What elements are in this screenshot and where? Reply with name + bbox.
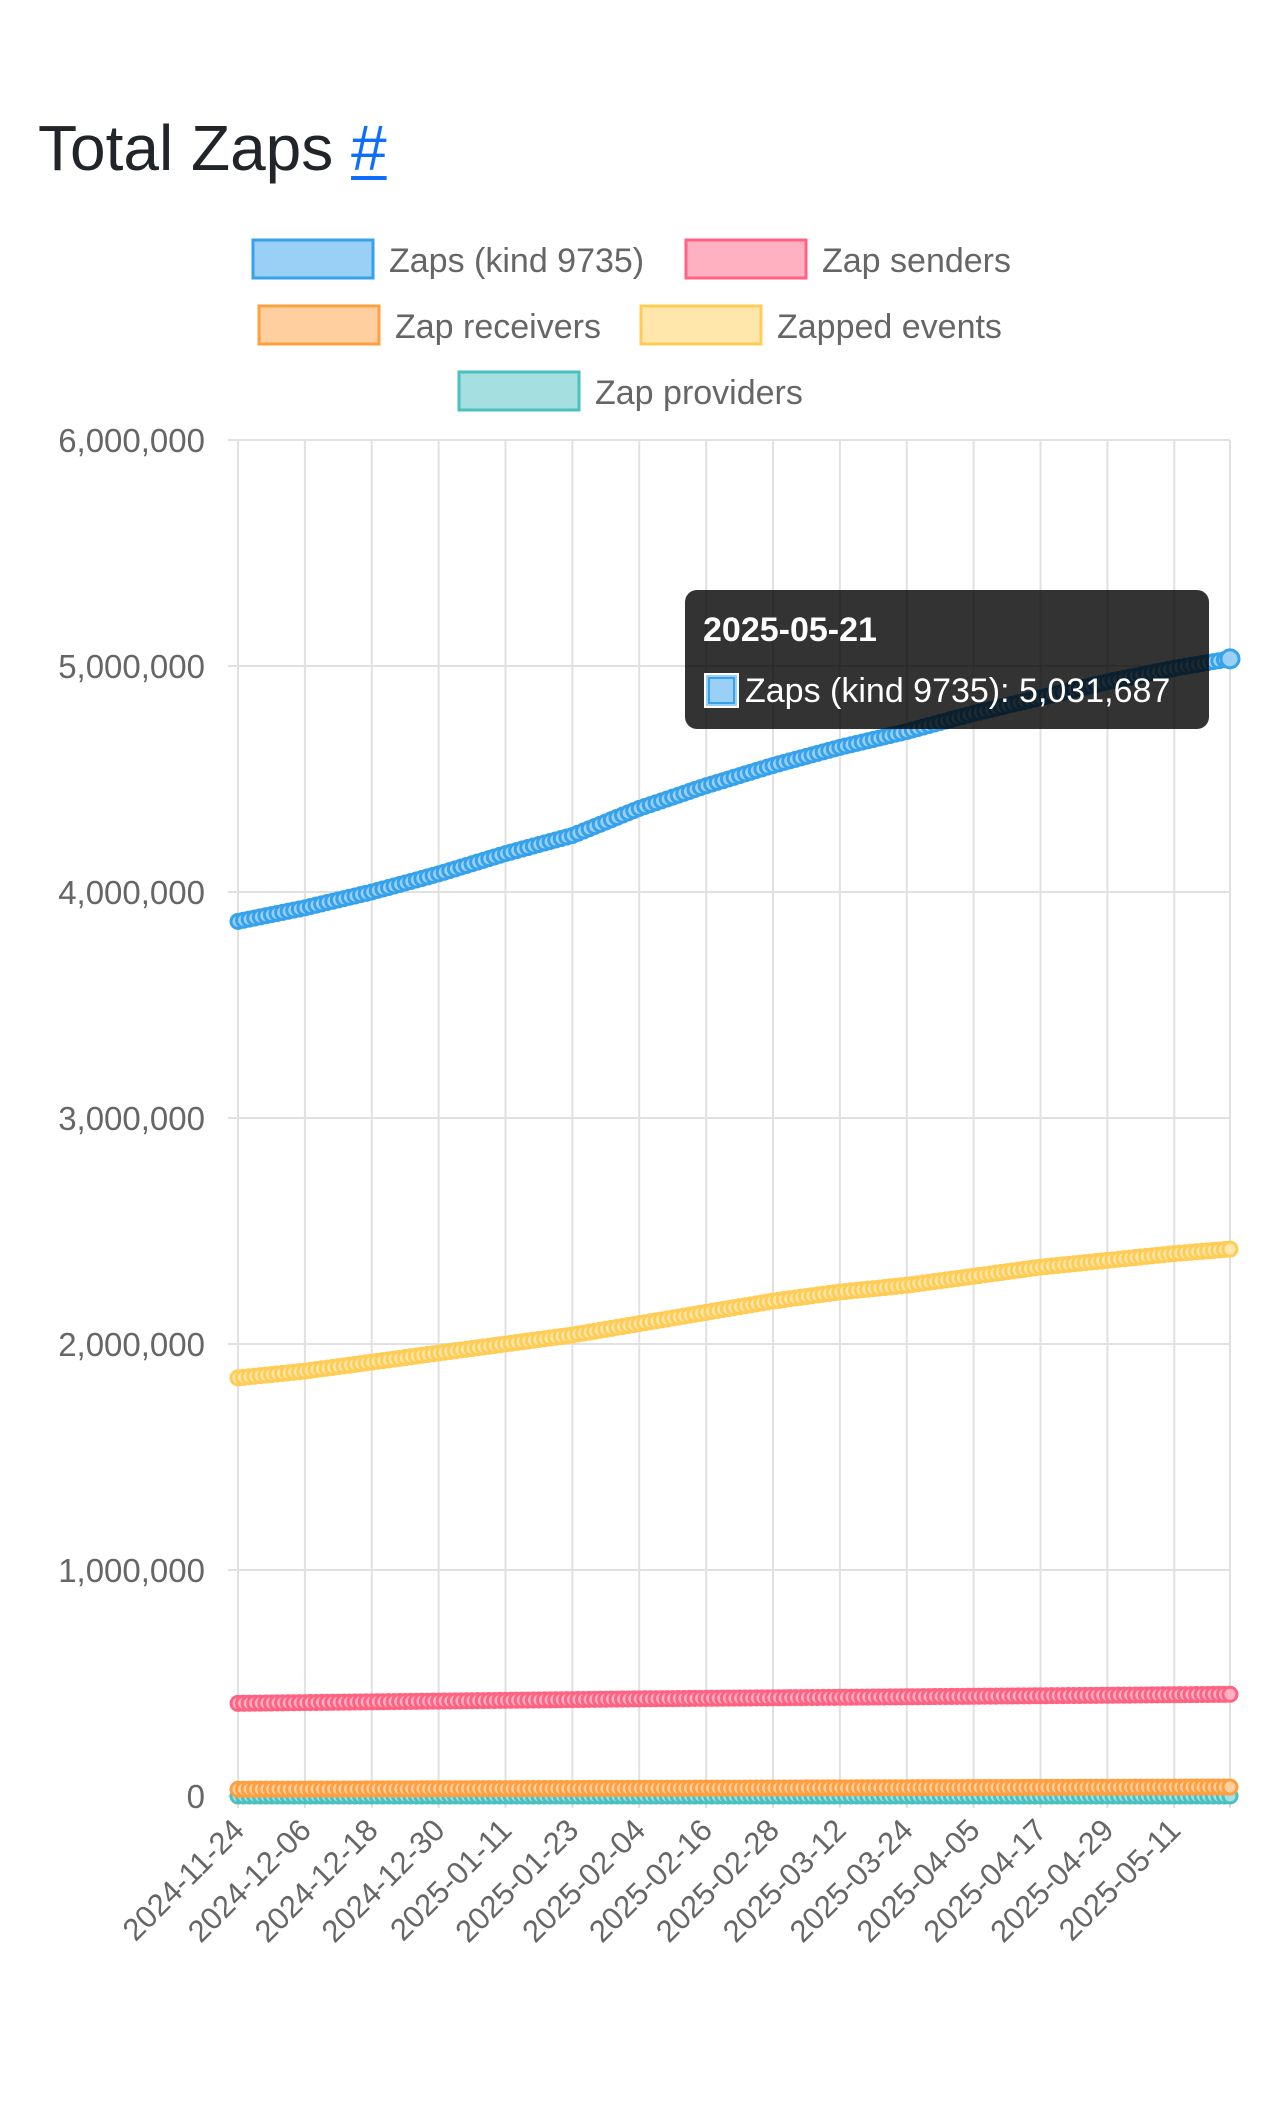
tooltip-separator: :: [1000, 672, 1019, 710]
y-tick-label: 6,000,000: [58, 422, 205, 459]
chart-legend[interactable]: Zaps (kind 9735) Zap senders Zap receivers…: [251, 238, 1011, 412]
legend-swatch: [684, 238, 808, 280]
data-point[interactable]: [1221, 1685, 1239, 1703]
legend-label: Zapped events: [777, 308, 1002, 346]
chart-series: [229, 648, 1241, 1805]
y-tick-label: 4,000,000: [58, 874, 205, 911]
series-zapped-events: [229, 1240, 1239, 1387]
chart-tooltip: 2025-05-21 Zaps (kind 9735): 5,031,687: [685, 590, 1209, 729]
legend-label: Zap senders: [822, 242, 1011, 280]
anchor-link[interactable]: #: [351, 112, 387, 184]
data-point[interactable]: [1221, 1240, 1239, 1258]
tooltip-body: Zaps (kind 9735): 5,031,687: [745, 672, 1170, 710]
series-zap-senders: [229, 1685, 1239, 1712]
legend-label: Zaps (kind 9735): [389, 242, 644, 280]
legend-swatch: [257, 304, 381, 346]
data-point[interactable]: [1219, 648, 1241, 670]
data-point[interactable]: [1221, 1778, 1239, 1796]
y-tick-label: 0: [187, 1778, 205, 1815]
tooltip-series-label: Zaps (kind 9735): [745, 672, 1000, 710]
y-axis: 0 1,000,000 2,000,000 3,000,000 4,000,000 5,0…: [58, 422, 205, 1815]
legend-item-zap-receivers[interactable]: Zap receivers: [257, 304, 601, 346]
legend-item-zap-senders[interactable]: Zap senders: [684, 238, 1011, 280]
tooltip-box: [685, 590, 1209, 729]
tooltip-swatch-inner: [708, 677, 735, 704]
legend-swatch: [251, 238, 375, 280]
series-zap-receivers: [229, 1778, 1239, 1798]
chart-grid: [228, 439, 1231, 1808]
tooltip-title: 2025-05-21: [703, 611, 877, 649]
legend-swatch: [639, 304, 763, 346]
y-tick-label: 3,000,000: [58, 1100, 205, 1137]
legend-swatch: [457, 370, 581, 412]
page-title: Total Zaps #: [38, 108, 387, 188]
y-tick-label: 5,000,000: [58, 648, 205, 685]
page-title-text: Total Zaps: [38, 112, 334, 184]
y-tick-label: 2,000,000: [58, 1326, 205, 1363]
tooltip-value: 5,031,687: [1019, 672, 1170, 710]
y-tick-label: 1,000,000: [58, 1552, 205, 1589]
legend-label: Zap receivers: [395, 308, 601, 346]
legend-item-zap-providers[interactable]: Zap providers: [457, 370, 803, 412]
x-axis: 2024-11-242024-12-062024-12-182024-12-30…: [116, 1812, 1188, 1949]
legend-item-zapped-events[interactable]: Zapped events: [639, 304, 1002, 346]
legend-label: Zap providers: [595, 374, 803, 412]
legend-item-zaps-kind-9735[interactable]: Zaps (kind 9735): [251, 238, 644, 280]
